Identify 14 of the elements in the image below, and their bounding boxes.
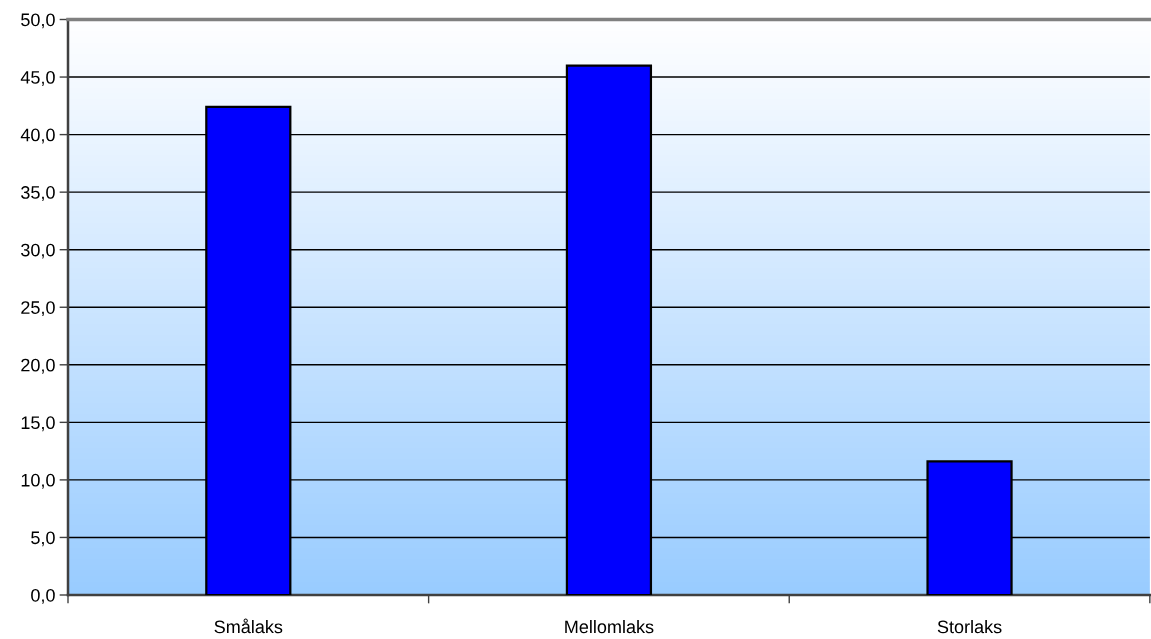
y-tick-label: 35,0 <box>21 186 55 201</box>
y-tick-label: 10,0 <box>21 473 55 489</box>
x-tick-label: Storlaks <box>937 620 1002 634</box>
x-tick-label: Smålaks <box>214 618 283 634</box>
y-tick-label: 40,0 <box>20 128 55 144</box>
y-tick-label: 20,0 <box>21 358 55 374</box>
y-tick-label: 25,0 <box>21 301 55 317</box>
y-tick-label: 45,0 <box>20 70 55 86</box>
y-tick-label: 5,0 <box>31 531 55 547</box>
y-tick-label: 30,0 <box>21 243 55 259</box>
y-tick-label: 50,0 <box>21 13 55 29</box>
x-tick-label: Mellomlaks <box>565 620 654 634</box>
y-tick-label: 15,0 <box>21 416 55 432</box>
y-tick-label: 0,0 <box>31 588 55 604</box>
